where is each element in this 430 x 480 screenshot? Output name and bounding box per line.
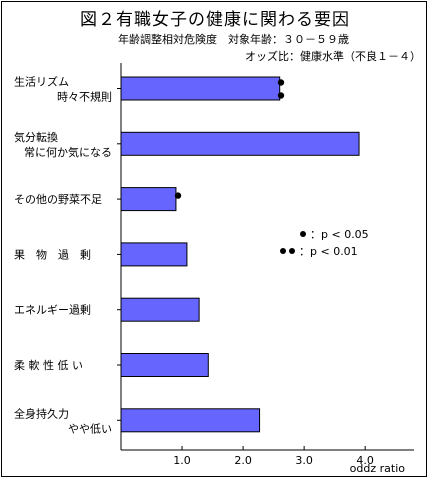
bar xyxy=(120,76,281,101)
bar xyxy=(120,131,360,156)
bar xyxy=(120,353,209,377)
category-label: 全身持久力 xyxy=(14,406,69,420)
chart-title: 図２有職女子の健康に関わる要因 xyxy=(80,10,350,30)
x-tick-label: 3.0 xyxy=(295,454,313,467)
chart-subtitle-age: 年齢調整相対危険度 対象年齢：３０－５９歳 xyxy=(118,33,349,46)
bar xyxy=(120,297,200,322)
bar xyxy=(120,408,261,433)
category-label: 果 物 過 剰 xyxy=(14,247,91,261)
x-tick-label: 2.0 xyxy=(234,454,252,467)
significance-dot xyxy=(277,92,285,99)
significance-dot xyxy=(174,192,182,199)
x-tick-label: 4.0 xyxy=(356,454,374,467)
significance-dot xyxy=(277,79,285,86)
legend-note-p001: ：p < 0.01 xyxy=(299,245,358,258)
category-label: 柔 軟 性 低 い xyxy=(14,358,83,372)
category-label: やや低い xyxy=(68,422,112,435)
category-label: エネルギー過剰 xyxy=(14,304,91,317)
category-label: その他の野菜不足 xyxy=(14,193,102,206)
category-label: 気分転換 xyxy=(14,130,58,144)
category-label: 常に何か気になる xyxy=(24,145,112,159)
bar xyxy=(120,242,188,267)
legend-dot xyxy=(289,248,295,254)
bar xyxy=(120,187,177,212)
legend-dot xyxy=(280,248,286,254)
category-label: 時々不規則 xyxy=(57,90,112,104)
legend-dot xyxy=(300,231,306,237)
legend-note-p005: ：p < 0.05 xyxy=(310,228,369,241)
x-tick-label: 1.0 xyxy=(173,454,191,467)
x-axis-label: oddz ratio xyxy=(350,462,406,475)
chart-subtitle-odds: オッズ比：健康水準（不良１－４） xyxy=(245,50,421,63)
category-label: 生活リズム xyxy=(14,75,69,89)
